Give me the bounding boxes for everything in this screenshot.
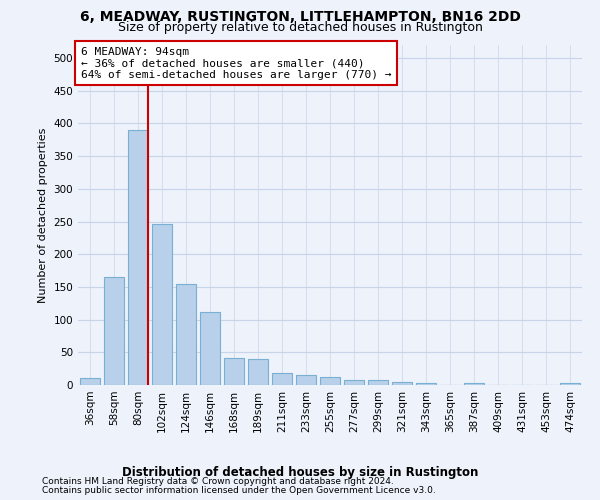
- Bar: [392, 382, 412, 385]
- Bar: [272, 373, 292, 385]
- Text: Distribution of detached houses by size in Rustington: Distribution of detached houses by size …: [122, 466, 478, 479]
- Y-axis label: Number of detached properties: Number of detached properties: [38, 128, 48, 302]
- Bar: [248, 359, 268, 385]
- Bar: [80, 378, 100, 385]
- Bar: [104, 277, 124, 385]
- Bar: [128, 130, 148, 385]
- Bar: [296, 375, 316, 385]
- Text: Contains public sector information licensed under the Open Government Licence v3: Contains public sector information licen…: [42, 486, 436, 495]
- Text: Size of property relative to detached houses in Rustington: Size of property relative to detached ho…: [118, 21, 482, 34]
- Bar: [464, 383, 484, 385]
- Bar: [560, 383, 580, 385]
- Text: 6, MEADWAY, RUSTINGTON, LITTLEHAMPTON, BN16 2DD: 6, MEADWAY, RUSTINGTON, LITTLEHAMPTON, B…: [80, 10, 520, 24]
- Bar: [224, 358, 244, 385]
- Bar: [176, 284, 196, 385]
- Bar: [344, 380, 364, 385]
- Text: Contains HM Land Registry data © Crown copyright and database right 2024.: Contains HM Land Registry data © Crown c…: [42, 477, 394, 486]
- Text: 6 MEADWAY: 94sqm
← 36% of detached houses are smaller (440)
64% of semi-detached: 6 MEADWAY: 94sqm ← 36% of detached house…: [80, 46, 391, 80]
- Bar: [368, 380, 388, 385]
- Bar: [320, 376, 340, 385]
- Bar: [200, 312, 220, 385]
- Bar: [416, 383, 436, 385]
- Bar: [152, 224, 172, 385]
